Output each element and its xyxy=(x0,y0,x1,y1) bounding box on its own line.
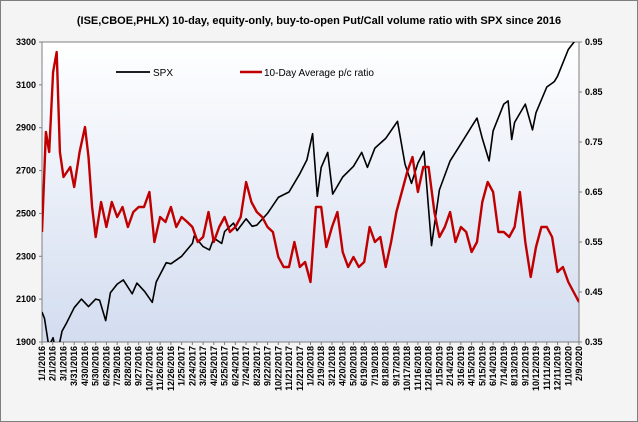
right-tick-label: 0.85 xyxy=(585,87,603,97)
chart-title: (ISE,CBOE,PHLX) 10-day, equity-only, buy… xyxy=(77,15,561,27)
x-tick-label: 3/31/2016 xyxy=(69,346,79,386)
x-tick-label: 5/15/2019 xyxy=(477,346,487,386)
legend-label-spx: SPX xyxy=(153,68,173,79)
left-tick-label: 2700 xyxy=(16,166,36,176)
legend: SPX 10-Day Average p/c ratio xyxy=(116,68,374,79)
x-tick-label: 9/17/2018 xyxy=(391,346,401,386)
x-tick-label: 3/26/2017 xyxy=(198,346,208,386)
right-tick-label: 0.45 xyxy=(585,287,603,297)
series-line-spx xyxy=(42,42,576,342)
left-tick-label: 3300 xyxy=(16,37,36,47)
x-tick-label: 7/29/2016 xyxy=(112,346,122,386)
x-tick-label: 3/16/2019 xyxy=(456,346,466,386)
x-tick-label: 9/12/2019 xyxy=(520,346,530,386)
x-tick-label: 8/18/2018 xyxy=(381,346,391,386)
x-tick-label: 12/26/2016 xyxy=(166,346,176,391)
right-tick-label: 0.35 xyxy=(585,337,603,347)
x-tick-label: 8/23/2017 xyxy=(252,346,262,386)
series-line-pc-ratio xyxy=(42,50,579,303)
x-tick-label: 1/10/2020 xyxy=(563,346,573,386)
x-tick-label: 5/30/2016 xyxy=(91,346,101,386)
x-tick-label: 12/16/2018 xyxy=(424,346,434,391)
x-tick-label: 9/27/2016 xyxy=(134,346,144,386)
x-axis: 1/1/2016 2/1/2016 3/1/2016 3/31/2016 4/30/20… xyxy=(37,342,584,391)
x-tick-label: 9/22/2017 xyxy=(263,346,273,386)
x-tick-label: 3/1/2016 xyxy=(58,346,68,381)
x-tick-label: 5/25/2017 xyxy=(220,346,230,386)
x-tick-label: 11/11/2019 xyxy=(542,346,552,390)
legend-label-pc-ratio: 10-Day Average p/c ratio xyxy=(264,68,374,79)
x-tick-label: 3/21/2018 xyxy=(327,346,337,386)
left-tick-label: 2300 xyxy=(16,251,36,261)
x-tick-label: 2/19/2018 xyxy=(316,346,326,386)
right-tick-label: 0.55 xyxy=(585,237,603,247)
right-tick-label: 0.95 xyxy=(585,37,603,47)
x-tick-label: 10/27/2016 xyxy=(144,346,154,391)
x-tick-label: 4/15/2019 xyxy=(467,346,477,386)
x-tick-label: 5/20/2018 xyxy=(348,346,358,386)
x-tick-label: 8/13/2019 xyxy=(510,346,520,386)
x-tick-label: 2/1/2016 xyxy=(48,346,58,381)
x-tick-label: 7/24/2017 xyxy=(241,346,251,386)
x-tick-label: 11/16/2018 xyxy=(413,346,423,391)
x-tick-label: 8/28/2016 xyxy=(123,346,133,386)
x-tick-label: 12/21/2017 xyxy=(295,346,305,391)
x-tick-label: 2/9/2020 xyxy=(574,346,584,381)
x-tick-label: 10/12/2019 xyxy=(531,346,541,391)
x-tick-label: 4/20/2018 xyxy=(338,346,348,386)
x-tick-label: 4/25/2017 xyxy=(209,346,219,386)
x-tick-label: 10/22/2017 xyxy=(273,346,283,391)
x-tick-label: 6/24/2017 xyxy=(230,346,240,386)
x-tick-label: 10/17/2018 xyxy=(402,346,412,391)
x-tick-label: 1/20/2018 xyxy=(306,346,316,386)
x-tick-label: 7/14/2019 xyxy=(499,346,509,386)
left-tick-label: 2900 xyxy=(16,123,36,133)
x-tick-label: 1/25/2017 xyxy=(177,346,187,386)
x-tick-label: 1/1/2016 xyxy=(37,346,47,381)
x-tick-label: 11/26/2016 xyxy=(155,346,165,391)
right-tick-label: 0.75 xyxy=(585,137,603,147)
x-tick-label: 6/19/2018 xyxy=(359,346,369,386)
x-tick-label: 12/11/2019 xyxy=(553,346,563,391)
x-tick-label: 4/30/2016 xyxy=(80,346,90,386)
left-tick-label: 2500 xyxy=(16,208,36,218)
x-tick-label: 1/15/2019 xyxy=(434,346,444,386)
x-tick-label: 2/24/2017 xyxy=(187,346,197,386)
x-tick-label: 6/14/2019 xyxy=(488,346,498,386)
right-axis: 0.35 0.45 0.55 0.65 0.75 0.85 0.95 xyxy=(579,37,603,347)
right-tick-label: 0.65 xyxy=(585,187,603,197)
left-axis: 1900 2100 2300 2500 2700 2900 3100 3300 xyxy=(16,37,42,347)
x-tick-label: 2/14/2019 xyxy=(445,346,455,386)
x-tick-label: 7/19/2018 xyxy=(370,346,380,386)
left-tick-label: 2100 xyxy=(16,294,36,304)
x-tick-label: 6/29/2016 xyxy=(101,346,111,386)
left-tick-label: 1900 xyxy=(16,337,36,347)
plot-area xyxy=(41,41,580,343)
left-tick-label: 3100 xyxy=(16,80,36,90)
series-layer xyxy=(42,42,579,342)
x-tick-label: 11/21/2017 xyxy=(284,346,294,391)
